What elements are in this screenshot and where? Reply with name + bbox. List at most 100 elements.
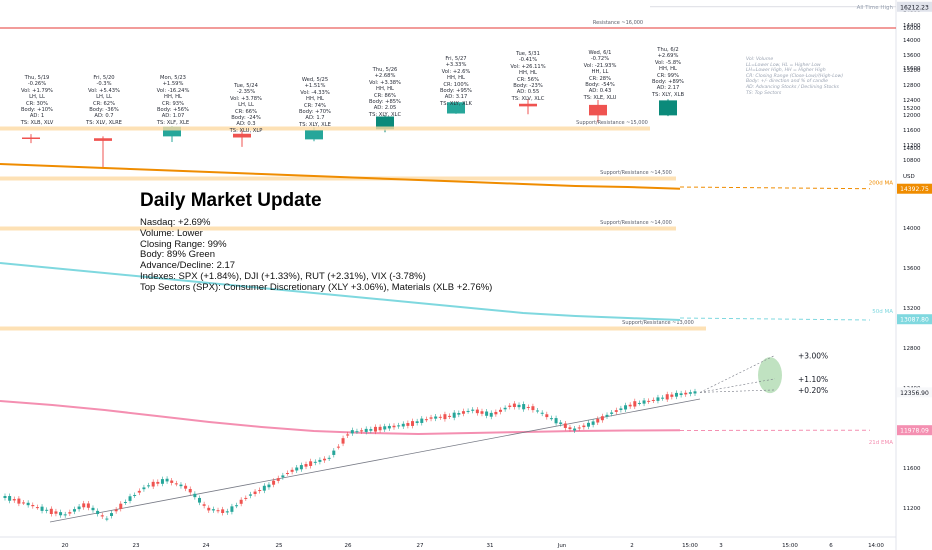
trendline bbox=[49, 398, 701, 523]
intraday-candle bbox=[128, 496, 132, 501]
resistance-label: Resistance ~16,000 bbox=[593, 20, 643, 26]
ma-line-label: 200d MA bbox=[869, 181, 893, 187]
intraday-candle bbox=[346, 434, 350, 436]
price-tag-label: 16212.23 bbox=[900, 4, 929, 11]
daily-card: Thu, 5/26 +2.68% Vol: +3.38% HH, HL CR: 86% B… bbox=[339, 67, 431, 118]
intraday-candle bbox=[434, 416, 438, 419]
legend-notes: Vol: Volume LL=Lower Low, HL = Higher Low… bbox=[746, 57, 856, 96]
intraday-candle bbox=[160, 479, 164, 484]
support-resistance-label: Support/Resistance ~13,000 bbox=[622, 320, 694, 326]
intraday-candle bbox=[12, 499, 16, 501]
intraday-candle bbox=[443, 414, 447, 420]
daily-card-line: HH, HL bbox=[306, 96, 324, 103]
update-line-body: Body: 89% Green bbox=[140, 249, 215, 261]
daily-card-line: -0.26% bbox=[27, 81, 47, 88]
intraday-candle bbox=[100, 515, 104, 517]
intraday-candle bbox=[582, 425, 586, 428]
intraday-candle bbox=[49, 508, 53, 515]
daily-card-date: Wed, 5/25 bbox=[301, 77, 329, 83]
intraday-candle bbox=[471, 409, 475, 411]
bottom-y-tick-label: 14000 bbox=[903, 226, 921, 232]
update-line-nasdaq: Nasdaq: +2.69% bbox=[140, 217, 211, 228]
projection-line bbox=[699, 355, 776, 393]
daily-card-date: Thu, 6/2 bbox=[657, 47, 679, 53]
x-tick-label: 2 bbox=[630, 543, 634, 549]
daily-candle bbox=[163, 126, 181, 137]
daily-card-line: -0.72% bbox=[590, 56, 610, 63]
daily-card-line: LH, LL bbox=[96, 94, 112, 101]
intraday-candle bbox=[364, 428, 368, 432]
intraday-candle bbox=[230, 506, 234, 512]
intraday-candle bbox=[397, 425, 401, 427]
daily-card-line: Body: -36% bbox=[89, 107, 119, 114]
intraday-candle bbox=[216, 510, 220, 512]
intraday-candle bbox=[355, 431, 359, 433]
support-resistance-zone bbox=[0, 126, 650, 131]
daily-card-line: LH, LL bbox=[238, 102, 254, 109]
daily-card-line: TS: XLF, XLE bbox=[156, 119, 190, 126]
intraday-candle bbox=[193, 493, 197, 498]
daily-card-date: Thu, 5/19 bbox=[24, 75, 50, 81]
intraday-candle bbox=[420, 418, 424, 423]
intraday-candle bbox=[295, 467, 299, 471]
x-tick-label: 24 bbox=[203, 543, 210, 549]
intraday-candle bbox=[267, 484, 271, 488]
daily-card-line: Vol: +3.38% bbox=[369, 79, 401, 86]
price-tag-label: 13087.80 bbox=[900, 317, 929, 324]
ma200-line bbox=[0, 163, 681, 190]
intraday-candle bbox=[96, 510, 100, 515]
intraday-candle bbox=[174, 483, 178, 485]
daily-card-line: TS: XLB, XLV bbox=[20, 119, 54, 126]
projection-line bbox=[699, 378, 776, 393]
x-tick-label: 15:00 bbox=[682, 543, 698, 549]
intraday-candle bbox=[114, 509, 118, 512]
intraday-candle bbox=[633, 401, 637, 407]
daily-card-line: Body: +10% bbox=[21, 107, 53, 114]
intraday-candle bbox=[637, 402, 641, 404]
daily-card-line: LH, LL bbox=[29, 94, 45, 101]
intraday-candle bbox=[253, 491, 257, 494]
daily-card-line: HH, HL bbox=[659, 66, 677, 73]
intraday-candle bbox=[614, 410, 618, 412]
intraday-candle bbox=[401, 423, 405, 427]
daily-card-line: Body: +89% bbox=[652, 79, 684, 86]
top-axis-unit: USD bbox=[903, 174, 915, 180]
intraday-candle bbox=[72, 509, 76, 512]
daily-card: Thu, 5/19 -0.26% Vol: +1.79% LH, LL CR: 30% B… bbox=[0, 75, 83, 126]
daily-card-line: Body: +95% bbox=[440, 88, 472, 95]
daily-card-date: Tue, 5/31 bbox=[516, 51, 540, 57]
intraday-candle bbox=[290, 469, 294, 472]
bottom-y-tick-label: 15200 bbox=[903, 106, 921, 112]
intraday-candle bbox=[559, 422, 563, 424]
intraday-candle bbox=[26, 502, 30, 506]
daily-card-line: Body: +56% bbox=[157, 107, 189, 114]
intraday-candle bbox=[540, 412, 544, 414]
daily-card-line: TS: XLY, XLB bbox=[651, 91, 685, 98]
x-tick-label: Jun bbox=[557, 543, 567, 549]
bottom-y-tick-label: 14800 bbox=[903, 146, 921, 152]
intraday-candle bbox=[373, 426, 377, 432]
x-tick-label: 3 bbox=[719, 543, 723, 549]
intraday-candle bbox=[656, 397, 660, 401]
intraday-candle bbox=[211, 509, 215, 511]
daily-card-line: Body: -23% bbox=[513, 83, 543, 90]
daily-card-line: AD: 2.05 bbox=[373, 105, 397, 112]
intraday-candle bbox=[526, 406, 530, 408]
ema21-line bbox=[0, 400, 681, 436]
intraday-candle bbox=[693, 391, 697, 394]
intraday-candle bbox=[610, 412, 614, 414]
intraday-candle bbox=[35, 507, 39, 509]
daily-card-line: CR: 74% bbox=[304, 102, 326, 109]
daily-card-date: Thu, 5/26 bbox=[372, 67, 398, 73]
intraday-candle bbox=[147, 485, 151, 487]
intraday-candle bbox=[647, 400, 651, 402]
daily-card-line: CR: 66% bbox=[235, 108, 257, 115]
daily-card-line: AD: 1.07 bbox=[161, 113, 185, 120]
intraday-candle bbox=[378, 426, 382, 431]
x-tick-label: 27 bbox=[417, 543, 424, 549]
x-tick-label: 14:00 bbox=[868, 543, 884, 549]
update-line-advance-decline: Advance/Decline: 2.17 bbox=[140, 260, 236, 272]
intraday-candle bbox=[323, 458, 327, 461]
intraday-candle bbox=[369, 429, 373, 431]
